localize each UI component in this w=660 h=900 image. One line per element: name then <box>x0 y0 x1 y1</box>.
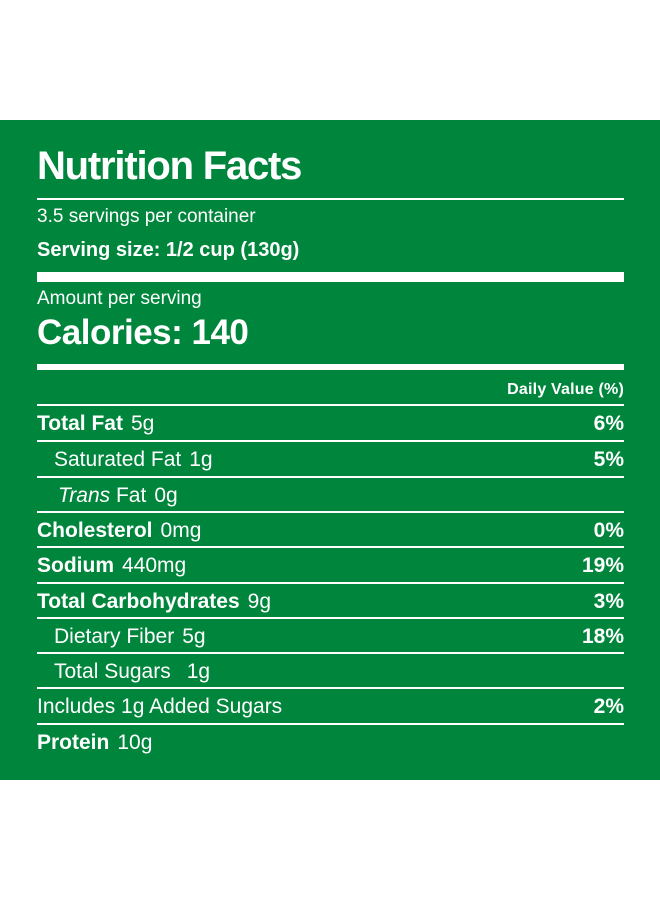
nutrient-name: Sodium <box>37 554 114 577</box>
nutrient-amount: 1g <box>189 448 213 471</box>
nutrient-row-protein: Protein 10g <box>37 726 624 759</box>
nutrient-daily-value: 0% <box>593 519 624 542</box>
nutrient-row-total-sugars: Total Sugars 1g <box>37 655 624 688</box>
nutrient-name: Includes 1g Added Sugars <box>37 695 283 718</box>
nutrient-row-total-fat: Total Fat 5g 6% <box>37 407 624 440</box>
nutrient-row-sodium: Sodium 440mg 19% <box>37 549 624 582</box>
nutrient-amount: 10g <box>117 731 153 754</box>
nutrient-amount: 1g <box>186 660 211 683</box>
divider <box>37 687 624 689</box>
divider <box>37 652 624 654</box>
calories: Calories: 140 <box>37 313 249 352</box>
nutrient-amount: 0g <box>154 484 178 507</box>
nutrition-facts-content: Nutrition Facts 3.5 servings per contain… <box>37 120 624 780</box>
nutrient-row-cholesterol: Cholesterol 0mg 0% <box>37 514 624 547</box>
nutrient-name-suffix: Fat <box>115 484 147 507</box>
nutrient-name: Protein <box>37 731 110 754</box>
nutrient-row-added-sugars: Includes 1g Added Sugars 2% <box>37 690 624 723</box>
divider <box>37 582 624 584</box>
nutrient-row-trans-fat: Trans Fat 0g <box>37 479 624 512</box>
thick-divider <box>37 272 624 282</box>
nutrient-name: Cholesterol <box>37 519 153 542</box>
nutrition-facts-title: Nutrition Facts <box>37 144 302 188</box>
divider <box>37 723 624 725</box>
nutrient-daily-value: 19% <box>581 554 624 577</box>
nutrient-row-saturated-fat: Saturated Fat 1g 5% <box>37 443 624 476</box>
nutrient-daily-value: 3% <box>593 590 624 613</box>
divider <box>37 617 624 619</box>
nutrient-name: Saturated Fat <box>54 448 182 471</box>
nutrient-daily-value: 5% <box>593 448 624 471</box>
nutrient-name: Total Sugars <box>54 660 171 683</box>
divider <box>37 440 624 442</box>
divider <box>37 476 624 478</box>
servings-per-container: 3.5 servings per container <box>37 206 256 227</box>
nutrition-facts-panel: Nutrition Facts 3.5 servings per contain… <box>0 120 660 780</box>
nutrient-daily-value: 2% <box>593 695 624 718</box>
nutrient-name: Trans <box>58 484 111 507</box>
divider <box>37 404 624 406</box>
nutrient-daily-value: 18% <box>581 625 624 648</box>
nutrient-daily-value: 6% <box>593 412 624 435</box>
nutrient-name: Total Carbohydrates <box>37 590 240 613</box>
nutrient-row-total-carbohydrates: Total Carbohydrates 9g 3% <box>37 585 624 618</box>
serving-size: Serving size: 1/2 cup (130g) <box>37 239 300 261</box>
nutrient-amount: 9g <box>247 590 272 613</box>
daily-value-header: Daily Value (%) <box>507 381 624 398</box>
nutrient-amount: 5g <box>182 625 206 648</box>
divider <box>37 511 624 513</box>
divider <box>37 198 624 200</box>
nutrient-name: Total Fat <box>37 412 123 435</box>
amount-per-serving: Amount per serving <box>37 288 202 309</box>
medium-divider <box>37 364 624 370</box>
divider <box>37 546 624 548</box>
nutrient-amount: 5g <box>130 412 155 435</box>
nutrient-amount: 0mg <box>160 519 202 542</box>
nutrient-name: Dietary Fiber <box>54 625 175 648</box>
nutrient-row-dietary-fiber: Dietary Fiber 5g 18% <box>37 620 624 653</box>
nutrient-amount: 440mg <box>122 554 187 577</box>
